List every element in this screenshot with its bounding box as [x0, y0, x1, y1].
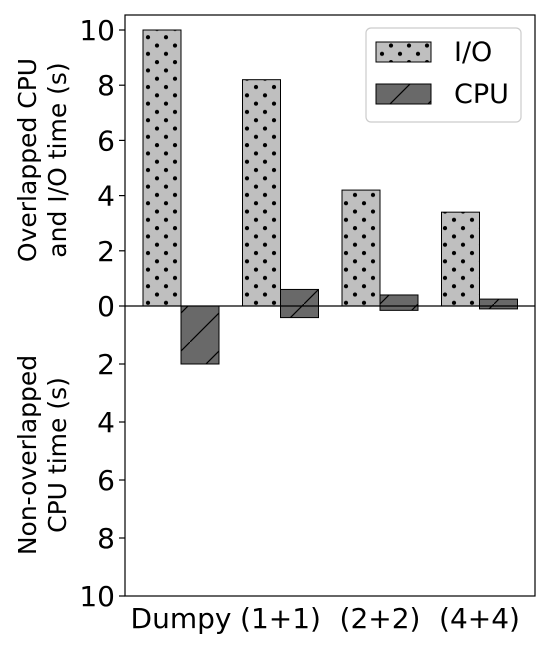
lower-y-axis-label-line: CPU time (s)	[43, 377, 72, 533]
lower-y-axis-label: Non-overlapped CPU time (s)	[13, 355, 72, 555]
cpu-bar	[479, 298, 518, 310]
y-tick-label: 8	[97, 522, 115, 555]
io-bar	[242, 79, 281, 307]
cpu-bar	[280, 288, 319, 319]
y-tick-label: 6	[97, 124, 115, 157]
y-tick-label: 2	[97, 348, 115, 381]
io-bar	[341, 189, 381, 307]
legend-label: CPU	[454, 79, 509, 110]
x-tick-label: (2+2)	[340, 602, 421, 635]
x-tick-label: Dumpy	[131, 602, 232, 635]
y-tick-label: 10	[79, 580, 115, 613]
y-tick-label: 10	[79, 14, 115, 47]
io-bar	[441, 211, 480, 307]
legend: I/O CPU	[365, 27, 522, 123]
io-bar	[142, 29, 182, 307]
y-tick-label: 4	[97, 180, 115, 213]
cpu-bar	[379, 294, 419, 311]
legend-swatch	[375, 41, 432, 63]
lower-y-axis-label-line: Non-overlapped	[13, 355, 42, 555]
y-tick-label: 0	[97, 290, 115, 323]
cpu-bar	[180, 305, 220, 365]
y-tick-label: 8	[97, 69, 115, 102]
y-tick-label: 6	[97, 464, 115, 497]
upper-y-axis-label: Overlapped CPU and I/O time (s)	[13, 58, 72, 262]
legend-label: I/O	[454, 37, 492, 68]
y-tick-label: 4	[97, 406, 115, 439]
upper-y-axis-label-line: and I/O time (s)	[43, 62, 72, 257]
upper-y-axis-label-line: Overlapped CPU	[13, 58, 42, 262]
y-tick-label: 2	[97, 235, 115, 268]
x-tick-label: (1+1)	[240, 602, 321, 635]
legend-swatch	[375, 83, 432, 105]
x-tick-label: (4+4)	[439, 602, 520, 635]
